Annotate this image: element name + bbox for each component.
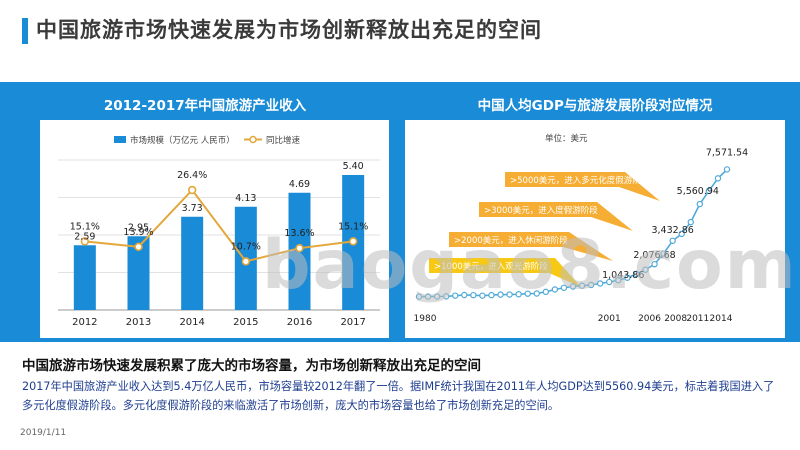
growth-value-label: 13.9% [123, 227, 153, 238]
gdp-point-1987 [479, 292, 486, 299]
gdp-point-1988 [488, 291, 495, 299]
watermark: baogao8.com [262, 226, 798, 305]
stage-banner-label-3: >2000美元，进入休闲游阶段 [454, 235, 568, 246]
stage-banner-1 [505, 172, 660, 201]
left-panel-title: 2012-2017年中国旅游产业收入 [103, 98, 307, 114]
gdp-point-2005 [642, 266, 649, 273]
stage-banner-label-2: >3000美元，进入度假游阶段 [484, 205, 598, 216]
bar-value-label: 2.59 [74, 231, 95, 242]
right-panel-title: 中国人均GDP与旅游发展阶段对应情况 [477, 98, 713, 114]
growth-point [187, 185, 197, 195]
x-tick-label: 2014 [179, 317, 204, 328]
x-tick-label: 2013 [126, 317, 151, 328]
growth-point [134, 242, 143, 252]
bar-value-label: 5.40 [343, 161, 364, 172]
section-subheading: 中国旅游市场快速发展积累了庞大的市场容量，为市场创新释放出充足的空间 [22, 358, 481, 374]
growth-value-label: 10.7% [231, 241, 261, 252]
x-tick-label: 2006 [638, 314, 661, 324]
gdp-point-2000 [596, 280, 604, 287]
gdp-value-label: 7,571.54 [706, 147, 748, 158]
growth-value-label: 26.4% [177, 170, 207, 181]
growth-point [295, 243, 304, 253]
growth-point [80, 237, 90, 246]
gdp-point-1984 [452, 292, 459, 299]
gdp-value-label: 1,043.86 [602, 270, 644, 281]
legend-bar-swatch [114, 136, 126, 143]
gdp-point-1985 [461, 291, 468, 299]
revenue-chart: 市场规模（万亿元 人民币） 同比增速 2.59 2012 15.1% 2.95 2013… [58, 135, 380, 328]
gdp-point-2004 [633, 270, 640, 278]
page-title: 中国旅游市场快速发展为市场创新释放出充足的空间 [36, 18, 542, 42]
gdp-point-1994 [542, 288, 550, 296]
gdp-point-1999 [587, 281, 595, 289]
unit-label: 单位：美元 [545, 133, 588, 144]
gdp-point-1983 [442, 293, 450, 300]
gdp-point-1998 [578, 282, 586, 289]
x-tick-label: 2016 [287, 317, 312, 328]
x-tick-label: 2008 [664, 314, 687, 324]
gdp-point-2010 [687, 218, 694, 226]
bar-value-label: 4.69 [289, 179, 310, 190]
gdp-point-2003 [624, 274, 631, 281]
growth-point [348, 237, 358, 246]
stage-banner-label-1: >5000美元，进入多元化度假游阶段 [510, 175, 650, 186]
gdp-point-1996 [560, 284, 568, 291]
body-paragraph: 2017年中国旅游产业收入达到5.4万亿人民币，市场容量较2012年翻了一倍。据… [22, 380, 775, 412]
growth-point [241, 257, 251, 266]
gdp-point-1980 [415, 293, 423, 300]
x-tick-label: 2014 [710, 314, 733, 324]
gdp-point-1990 [506, 291, 513, 298]
gdp-point-1981 [424, 293, 432, 300]
growth-value-label: 13.6% [284, 228, 314, 239]
gdp-point-1982 [433, 293, 441, 300]
x-tick-label: 2012 [72, 317, 97, 328]
x-tick-label: 2001 [598, 314, 621, 324]
gdp-point-1986 [470, 291, 477, 299]
gdp-point-2007 [660, 250, 667, 257]
gdp-point-1992 [524, 290, 531, 297]
gdp-point-2013 [714, 175, 722, 182]
x-tick-label: 2017 [340, 317, 365, 328]
gdp-point-1995 [551, 286, 559, 293]
gdp-value-label: 2,076.68 [633, 250, 675, 261]
bar-2013 [127, 236, 150, 310]
stage-banner-4 [429, 258, 581, 287]
growth-line [84, 188, 354, 263]
gdp-point-2014 [723, 166, 731, 173]
gdp-point-2006 [651, 260, 658, 268]
gdp-chart: 单位：美元 >5000美元，进入多元化度假游阶段 >3000美元，进入度假游阶段 >… [414, 133, 749, 324]
revenue-chart-panel: 市场规模（万亿元 人民币） 同比增速 2.59 2012 15.1% 2.95 2013… [40, 120, 389, 338]
gdp-value-label: 3,432.86 [651, 225, 693, 236]
legend-bar-label: 市场规模（万亿元 人民币） [130, 135, 235, 146]
gdp-point-2008 [669, 237, 676, 244]
x-tick-label: 1980 [414, 314, 437, 324]
gdp-point-2001 [606, 278, 613, 286]
gdp-value-label: 5,560.94 [677, 186, 719, 197]
legend-line-marker [249, 135, 257, 144]
slide-date: 2019/1/11 [20, 428, 67, 438]
gdp-chart-panel: 单位：美元 >5000美元，进入多元化度假游阶段 >3000美元，进入度假游阶段 >… [405, 120, 785, 338]
growth-value-label: 15.1% [338, 221, 368, 232]
stage-banner-label-4: >1000美元，进入观光游阶段 [434, 261, 548, 272]
x-tick-label: 2015 [233, 317, 258, 328]
legend-line-label: 同比增速 [266, 135, 301, 146]
bar-value-label: 4.13 [235, 193, 256, 204]
bar-2014 [181, 216, 204, 310]
gdp-point-2009 [678, 230, 685, 238]
gdp-point-1989 [497, 291, 504, 298]
bar-value-label: 2.95 [128, 222, 149, 233]
bar-value-label: 3.73 [182, 203, 203, 214]
stage-banner-2 [479, 202, 633, 231]
growth-value-label: 15.1% [70, 221, 100, 232]
x-tick-label: 2011 [686, 314, 709, 324]
bar-2012 [73, 245, 96, 310]
title-accent-bar [22, 18, 28, 44]
stage-banner-3 [449, 232, 613, 261]
gdp-point-2002 [615, 276, 622, 284]
gdp-point-1991 [515, 291, 522, 298]
gdp-point-2012 [705, 187, 713, 195]
gdp-point-1997 [569, 283, 577, 290]
gdp-point-1993 [533, 290, 540, 297]
gdp-point-2011 [696, 200, 704, 208]
